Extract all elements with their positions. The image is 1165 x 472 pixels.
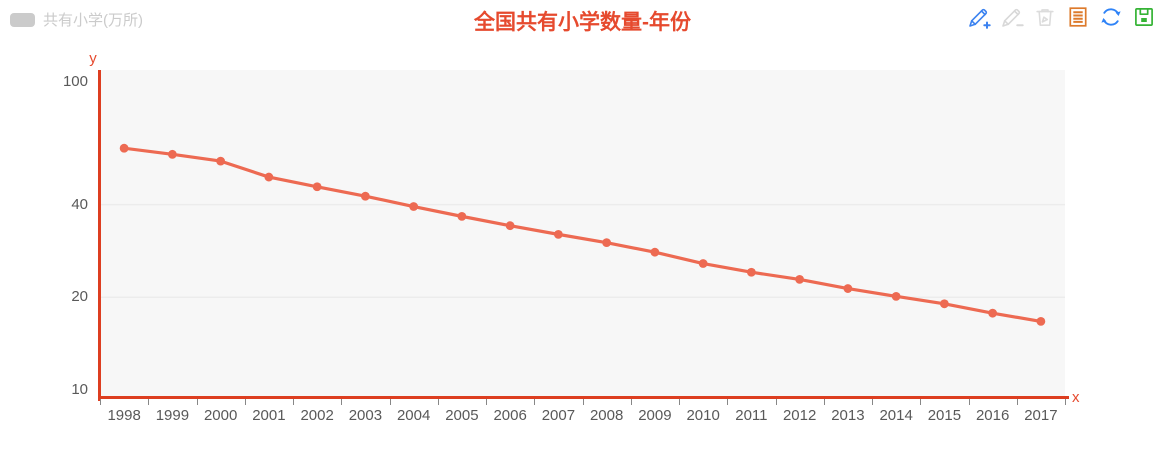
x-axis-tick-label: 1999 xyxy=(155,407,190,424)
y-axis-tick-label: 40 xyxy=(71,195,88,213)
data-point[interactable] xyxy=(216,156,226,166)
x-axis-tick xyxy=(582,399,584,405)
toolbar xyxy=(967,5,1156,29)
data-point[interactable] xyxy=(795,275,805,284)
x-axis-tick xyxy=(244,399,246,405)
data-point[interactable] xyxy=(360,191,370,201)
data-point[interactable] xyxy=(988,308,998,318)
y-axis-tick-label: 100 xyxy=(62,73,88,90)
data-point[interactable] xyxy=(167,149,177,159)
data-point[interactable] xyxy=(650,247,660,257)
x-axis-tick xyxy=(534,399,536,405)
data-point[interactable] xyxy=(1036,317,1046,326)
legend-swatch xyxy=(10,12,35,27)
x-axis-tick-label: 2012 xyxy=(782,407,817,424)
x-axis-tick-label: 2006 xyxy=(493,407,527,424)
restore-icon[interactable] xyxy=(1099,5,1123,29)
y-axis-line xyxy=(98,70,101,401)
x-axis-line xyxy=(98,396,1069,399)
x-axis-tick-label: 2013 xyxy=(831,407,865,424)
x-axis-tick-label: 2009 xyxy=(638,407,672,424)
y-axis-tick-label: 10 xyxy=(71,381,88,398)
series-line xyxy=(123,146,1042,323)
page-title: 全国共有小学数量-年份 xyxy=(474,11,691,34)
data-point[interactable] xyxy=(939,299,949,309)
x-axis-tick xyxy=(1016,399,1018,405)
x-axis-tick-label: 2016 xyxy=(975,407,1010,424)
data-point[interactable] xyxy=(602,238,612,248)
x-axis-tick xyxy=(1065,399,1066,405)
data-point[interactable] xyxy=(843,284,853,293)
data-point[interactable] xyxy=(891,291,901,301)
x-axis-tick-label: 2004 xyxy=(396,407,431,424)
x-axis-tick xyxy=(968,399,970,405)
data-point[interactable] xyxy=(264,172,274,182)
y-axis-tick-label: 20 xyxy=(71,288,88,306)
x-axis-tick xyxy=(100,399,101,405)
data-point[interactable] xyxy=(119,143,129,153)
x-axis-tick-label: 2002 xyxy=(300,407,334,424)
data-point[interactable] xyxy=(409,202,419,211)
x-axis-tick xyxy=(293,399,294,405)
x-axis-tick xyxy=(486,399,487,405)
x-axis-tick xyxy=(823,399,825,405)
data-point[interactable] xyxy=(553,229,563,239)
pencil-remove-icon[interactable] xyxy=(1000,5,1024,29)
x-axis-name: x xyxy=(1072,389,1080,406)
x-axis-tick xyxy=(920,399,922,405)
x-axis-tick-label: 2003 xyxy=(348,407,383,424)
data-point[interactable] xyxy=(746,267,756,277)
line-chart xyxy=(100,143,1065,326)
x-axis-tick xyxy=(872,399,873,405)
y-axis-name: y xyxy=(89,50,97,67)
pencil-add-icon[interactable] xyxy=(967,5,991,29)
x-axis-tick-label: 2000 xyxy=(203,407,238,424)
x-axis-tick-label: 2001 xyxy=(252,407,286,424)
x-axis-tick-label: 2011 xyxy=(735,407,768,424)
x-axis-tick-label: 2010 xyxy=(686,407,720,424)
x-axis-tick xyxy=(437,399,439,405)
x-axis-tick xyxy=(341,399,343,405)
x-axis-tick xyxy=(196,399,198,405)
x-axis-tick-label: 1998 xyxy=(107,407,141,424)
x-axis-tick-label: 2017 xyxy=(1024,407,1058,424)
x-axis-tick xyxy=(389,399,391,405)
x-axis-tick-label: 2005 xyxy=(445,407,479,424)
x-axis-tick-label: 2008 xyxy=(589,407,624,424)
x-axis-tick xyxy=(630,399,632,405)
x-axis-tick-label: 2015 xyxy=(927,407,962,424)
plot-area[interactable] xyxy=(100,70,1065,398)
trash-icon[interactable] xyxy=(1033,5,1057,29)
data-point[interactable] xyxy=(505,221,515,231)
x-axis-tick-label: 2007 xyxy=(541,407,576,424)
legend-label: 共有小学(万所) xyxy=(43,12,143,29)
save-image-icon[interactable] xyxy=(1132,5,1156,29)
x-axis-tick xyxy=(775,399,777,405)
x-axis-tick xyxy=(679,399,680,405)
data-point[interactable] xyxy=(698,259,708,268)
x-axis-tick xyxy=(727,399,729,405)
x-axis-tick xyxy=(148,399,150,405)
data-point[interactable] xyxy=(457,211,467,221)
data-view-icon[interactable] xyxy=(1066,5,1090,29)
x-axis-tick-label: 2014 xyxy=(879,407,913,424)
legend-item[interactable]: 共有小学(万所) xyxy=(10,9,143,30)
data-point[interactable] xyxy=(312,182,322,192)
